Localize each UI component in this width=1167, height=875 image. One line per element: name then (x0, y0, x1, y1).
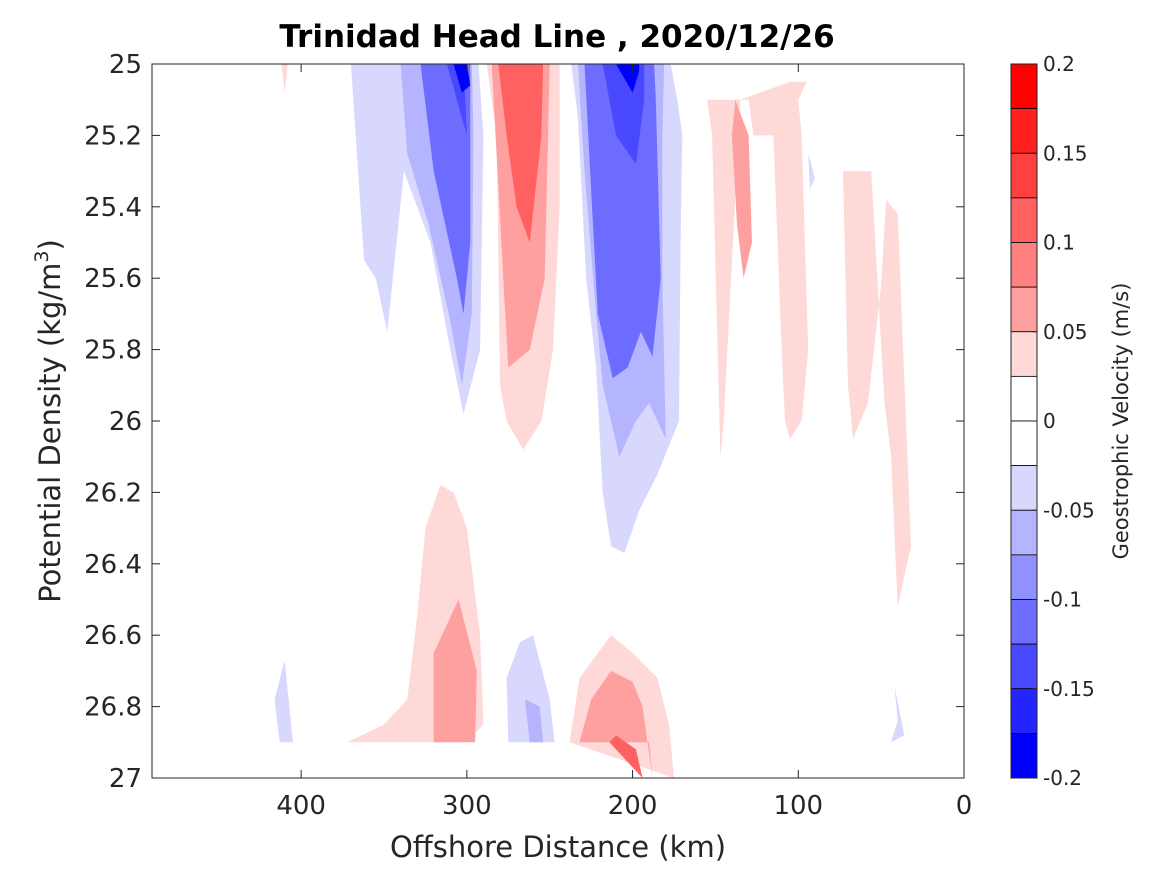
y-tick-label: 25.8 (84, 336, 142, 366)
contour-offshore-negative-max (453, 64, 471, 93)
x-tick-label: 0 (956, 791, 973, 821)
plot-area: 400 300 200 100 0 25 25.2 25.4 25.6 25.8 26 26.2 26… (84, 50, 972, 821)
contour-west-weak-negative (274, 660, 293, 743)
colorbar-tick-label: -0.1 (1043, 588, 1082, 612)
contour-shelf-positive-edge (281, 64, 288, 93)
colorbar-tick-label: -0.05 (1043, 498, 1095, 522)
colorbar: -0.2 -0.15 -0.1 -0.05 0 0.05 0.1 0.15 0.2 (1010, 52, 1095, 790)
contour-south-positive-core (579, 670, 653, 778)
colorbar-swatch (1010, 152, 1038, 199)
contour-nearshore-negative-max (616, 64, 640, 93)
colorbar-tick-label: 0.2 (1043, 52, 1075, 76)
y-tick-label: 25.6 (84, 264, 142, 294)
y-tick-label: 26.2 (84, 478, 142, 508)
x-tick-label: 200 (608, 791, 658, 821)
colorbar-swatch (1010, 465, 1038, 511)
x-tick-label: 100 (773, 791, 823, 821)
colorbar-label: Geostrophic Velocity (m/s) (1109, 283, 1133, 560)
contour-fills (274, 64, 911, 778)
contour-far-east-negative (891, 685, 905, 743)
colorbar-swatch (1010, 732, 1038, 779)
y-axis-label-close: ) (33, 239, 67, 250)
x-tick-label: 400 (276, 791, 326, 821)
y-tick-label: 26.4 (84, 550, 142, 580)
colorbar-swatch (1010, 554, 1038, 600)
colorbar-tick-label: -0.15 (1043, 677, 1095, 701)
x-axis-ticks: 400 300 200 100 0 (276, 64, 972, 821)
colorbar-swatch (1010, 108, 1038, 154)
contour-coastal-positive-band (843, 171, 911, 607)
y-axis-ticks: 25 25.2 25.4 25.6 25.8 26 26.2 26.4 26.6 26.8 27 (84, 50, 964, 794)
y-tick-label: 25.2 (84, 121, 142, 151)
colorbar-swatch (1010, 599, 1038, 645)
x-axis-label: Offshore Distance (km) (390, 830, 726, 864)
colorbar-tick-label: -0.2 (1043, 766, 1082, 790)
y-tick-label: 27 (109, 764, 142, 794)
chart-title: Trinidad Head Line , 2020/12/26 (279, 19, 834, 55)
y-axis-label-superscript: 3 (31, 250, 53, 262)
colorbar-swatch (1010, 286, 1038, 333)
y-tick-label: 26.6 (84, 621, 142, 651)
colorbar-tick-label: 0.05 (1043, 320, 1088, 344)
y-tick-label: 25.4 (84, 193, 142, 223)
x-tick-label: 300 (442, 791, 492, 821)
y-tick-label: 25 (109, 50, 142, 80)
contour-mid-positive-core (732, 99, 752, 279)
colorbar-swatch (1010, 509, 1038, 556)
colorbar-swatch (1010, 375, 1038, 422)
contour-south-positive-peak (609, 735, 643, 778)
colorbar-swatch (1010, 197, 1038, 243)
contour-deep-negative-a (506, 635, 555, 743)
colorbar-swatch (1010, 242, 1038, 288)
contour-nearshore-negative-peak (602, 64, 645, 164)
y-tick-label: 26 (109, 407, 142, 437)
colorbar-swatch (1010, 688, 1038, 734)
y-tick-label: 26.8 (84, 693, 142, 723)
colorbar-tick-label: 0.15 (1043, 141, 1088, 165)
colorbar-tick-label: 0 (1043, 409, 1056, 433)
colorbar-swatch (1010, 643, 1038, 690)
colorbar-swatch (1010, 63, 1038, 110)
colorbar-swatch (1010, 331, 1038, 377)
y-axis-label: Potential Density (kg/m3) (31, 239, 67, 603)
y-axis-label-text: Potential Density (kg/m (33, 263, 67, 603)
colorbar-swatch (1010, 420, 1038, 467)
colorbar-tick-label: 0.1 (1043, 231, 1075, 255)
contour-shelf-negative-speck (808, 153, 815, 189)
contour-deep-negative-b (524, 699, 544, 743)
contour-mid-positive-band (707, 81, 809, 457)
contour-upper-positive-peak (506, 64, 537, 136)
contour-deep-positive-core (433, 599, 477, 743)
